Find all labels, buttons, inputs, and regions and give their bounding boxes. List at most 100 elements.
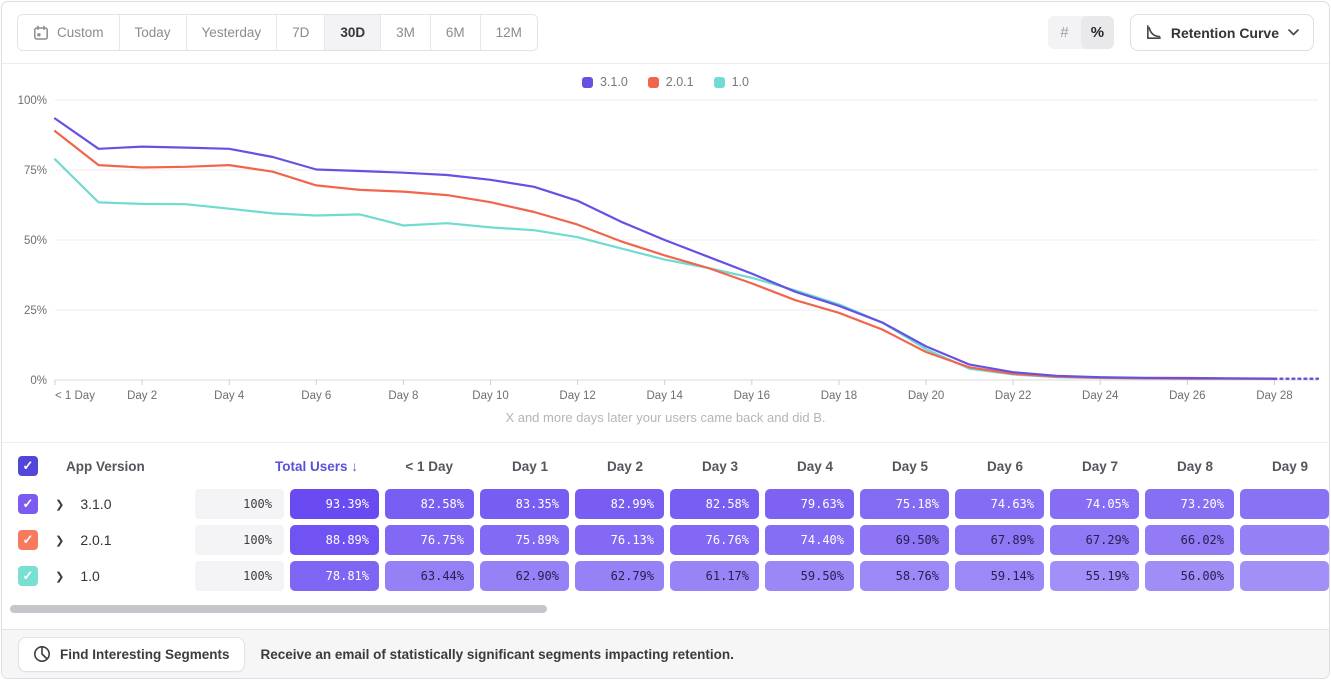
table-row-2.0.1: ✓ ❯ 2.0.1 100% 88.89% 76.75% 75.89% 76.13% 76.76… — [2, 525, 1329, 555]
legend-item-1.0[interactable]: 1.0 — [713, 75, 749, 89]
date-range-control: Custom Today Yesterday 7D 30D 3M 6M 12M — [17, 14, 538, 51]
date-range-3m[interactable]: 3M — [381, 15, 431, 50]
date-range-custom[interactable]: Custom — [18, 15, 120, 50]
x-axis-label-day-4: Day 4 — [214, 390, 245, 402]
heat-cell-1.0-day0[interactable]: 78.81% — [290, 561, 379, 591]
heat-cell-3.1.0-day8[interactable]: 74.05% — [1050, 489, 1139, 519]
heat-cell-2.0.1-day4[interactable]: 76.76% — [670, 525, 759, 555]
date-range-label: 3M — [396, 25, 415, 40]
column-header-day-1: Day 1 — [511, 458, 548, 474]
row-checkbox-3.1.0[interactable]: ✓ — [18, 494, 38, 514]
heat-cell-1.0-day1[interactable]: 63.44% — [385, 561, 474, 591]
find-interesting-segments-button[interactable]: Find Interesting Segments — [18, 636, 245, 672]
date-range-yesterday[interactable]: Yesterday — [186, 15, 278, 50]
sort-descending-icon: ↓ — [351, 458, 358, 474]
heat-cell-1.0-day8[interactable]: 55.19% — [1050, 561, 1139, 591]
heat-cell-clipped-2.0.1[interactable] — [1240, 525, 1329, 555]
legend-label: 2.0.1 — [665, 75, 694, 89]
heat-cell-3.1.0-day7[interactable]: 74.63% — [955, 489, 1044, 519]
calendar-icon — [34, 25, 48, 40]
retention-line-1.0 — [53, 158, 1276, 380]
date-range-12m[interactable]: 12M — [480, 15, 537, 50]
date-range-label: Today — [134, 25, 171, 40]
heat-cell-2.0.1-day1[interactable]: 76.75% — [385, 525, 474, 555]
heat-cell-1.0-day6[interactable]: 58.76% — [860, 561, 949, 591]
heat-cell-1.0-day7[interactable]: 59.14% — [955, 561, 1044, 591]
chevron-down-icon — [1288, 29, 1299, 36]
date-range-label: 30D — [340, 25, 366, 40]
footer-message: Receive an email of statistically signif… — [260, 646, 734, 662]
chart-type-dropdown[interactable]: Retention Curve — [1129, 14, 1314, 51]
chart-legend: 3.1.0 2.0.1 1.0 — [2, 74, 1329, 90]
date-range-30d[interactable]: 30D — [325, 15, 382, 50]
expand-chevron-icon[interactable]: ❯ — [55, 570, 65, 583]
y-axis-label-100%: 100% — [18, 95, 47, 107]
heat-cell-3.1.0-day5[interactable]: 79.63% — [765, 489, 854, 519]
column-header-day-7: Day 7 — [1081, 458, 1118, 474]
x-axis-label-day-10: Day 10 — [472, 390, 508, 402]
heat-cell-clipped-1.0[interactable] — [1240, 561, 1329, 591]
heat-cell-3.1.0-day1[interactable]: 82.58% — [385, 489, 474, 519]
row-checkbox-2.0.1[interactable]: ✓ — [18, 530, 38, 550]
expand-chevron-icon[interactable]: ❯ — [55, 534, 65, 547]
value-mode-toggle: #% — [1047, 16, 1114, 49]
heat-cell-2.0.1-day6[interactable]: 69.50% — [860, 525, 949, 555]
day-column-headers: < 1 Day Day 1 Day 2 Day 3 Day 4 Day 5 Day 6 Day… — [370, 459, 1320, 474]
heat-cell-2.0.1-day8[interactable]: 67.29% — [1050, 525, 1139, 555]
heat-cell-2.0.1-day5[interactable]: 74.40% — [765, 525, 854, 555]
legend-label: 1.0 — [731, 75, 749, 89]
expand-chevron-icon[interactable]: ❯ — [55, 498, 65, 511]
heat-cell-1.0-day4[interactable]: 61.17% — [670, 561, 759, 591]
heat-cell-2.0.1-day2[interactable]: 75.89% — [480, 525, 569, 555]
heat-cell-1.0-day9[interactable]: 56.00% — [1145, 561, 1234, 591]
select-all-checkbox[interactable]: ✓ — [18, 456, 38, 476]
heat-cell-3.1.0-day3[interactable]: 82.99% — [575, 489, 664, 519]
heat-cell-1.0-day5[interactable]: 59.50% — [765, 561, 854, 591]
segments-icon — [34, 646, 50, 662]
date-range-6m[interactable]: 6M — [430, 15, 481, 50]
heat-cell-clipped-3.1.0[interactable] — [1240, 489, 1329, 519]
chart-type-label: Retention Curve — [1170, 24, 1279, 41]
y-axis-label-0%: 0% — [30, 375, 47, 387]
percent-values-button[interactable]: % — [1080, 16, 1114, 49]
legend-swatch — [647, 76, 659, 88]
legend-swatch — [581, 76, 593, 88]
heat-cell-2.0.1-day3[interactable]: 76.13% — [575, 525, 664, 555]
row-checkbox-1.0[interactable]: ✓ — [18, 566, 38, 586]
total-users-column-header[interactable]: Total Users ↓ — [274, 458, 358, 474]
retention-table: ✓ App Version Total Users ↓ < 1 Day Day 1… — [2, 442, 1329, 597]
column-header-day-8: Day 8 — [1176, 458, 1213, 474]
heat-cell-3.1.0-day9[interactable]: 73.20% — [1145, 489, 1234, 519]
heat-cell-2.0.1-day7[interactable]: 67.89% — [955, 525, 1044, 555]
date-range-label: Custom — [57, 25, 104, 40]
x-axis-label-<-1-day: < 1 Day — [55, 390, 95, 402]
legend-item-2.0.1[interactable]: 2.0.1 — [647, 75, 694, 89]
column-header-day-4: Day 4 — [796, 458, 833, 474]
heat-cell-1.0-day3[interactable]: 62.79% — [575, 561, 664, 591]
date-range-label: Yesterday — [201, 25, 262, 40]
x-axis-label-day-20: Day 20 — [908, 390, 944, 402]
retention-curve-icon — [1146, 25, 1161, 39]
table-row-3.1.0: ✓ ❯ 3.1.0 100% 93.39% 82.58% 83.35% 82.99% 82.58… — [2, 489, 1329, 519]
version-label: 1.0 — [80, 568, 100, 584]
heat-cell-3.1.0-day0[interactable]: 93.39% — [290, 489, 379, 519]
date-range-label: 6M — [445, 25, 465, 40]
heat-cell-1.0-day2[interactable]: 62.90% — [480, 561, 569, 591]
chart-note: X and more days later your users came ba… — [505, 410, 826, 425]
heat-cell-3.1.0-day6[interactable]: 75.18% — [860, 489, 949, 519]
legend-item-3.1.0[interactable]: 3.1.0 — [581, 75, 628, 89]
heat-cell-2.0.1-day9[interactable]: 66.02% — [1145, 525, 1234, 555]
date-range-7d[interactable]: 7D — [277, 15, 326, 50]
version-label: 2.0.1 — [80, 532, 112, 548]
date-range-today[interactable]: Today — [119, 15, 187, 50]
scrollbar-thumb[interactable] — [10, 605, 547, 613]
absolute-values-button[interactable]: # — [1048, 16, 1081, 49]
column-header-1-day: < 1 Day — [405, 458, 453, 474]
table-row-1.0: ✓ ❯ 1.0 100% 78.81% 63.44% 62.90% 62.79% 61.17% 5… — [2, 561, 1329, 591]
x-axis-label-day-8: Day 8 — [388, 390, 418, 402]
y-axis-label-75%: 75% — [24, 165, 47, 177]
heat-cell-3.1.0-day2[interactable]: 83.35% — [480, 489, 569, 519]
heat-cell-2.0.1-day0[interactable]: 88.89% — [290, 525, 379, 555]
heat-cell-3.1.0-day4[interactable]: 82.58% — [670, 489, 759, 519]
